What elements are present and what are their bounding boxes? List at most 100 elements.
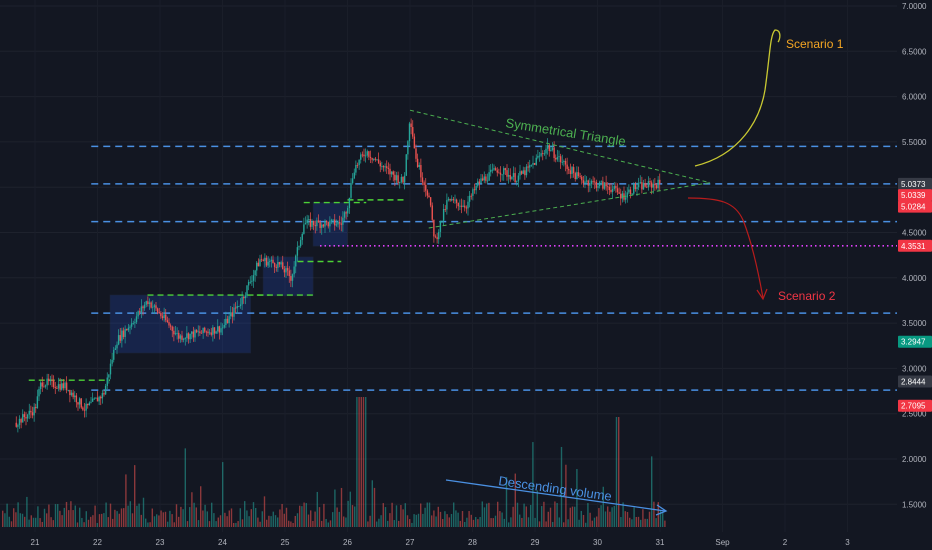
- volume-bar: [556, 503, 558, 527]
- volume-bar: [28, 519, 30, 527]
- candle-body: [122, 330, 125, 337]
- volume-bar: [450, 513, 453, 527]
- candle-body: [477, 181, 479, 186]
- candle-body: [449, 198, 451, 201]
- candle-body: [126, 329, 128, 331]
- candle-body: [309, 219, 312, 227]
- volume-bar: [376, 521, 378, 527]
- candle-body: [210, 332, 212, 335]
- volume-bar: [114, 509, 116, 527]
- candle-body: [83, 409, 86, 411]
- candle-body: [62, 383, 65, 389]
- volume-bar: [607, 506, 609, 527]
- candle-body: [202, 327, 204, 334]
- volume-bar: [646, 518, 648, 527]
- volume-bar: [505, 477, 508, 527]
- volume-bar: [26, 496, 28, 527]
- volume-bar: [395, 505, 398, 527]
- volume-trend-arrowhead: [655, 504, 668, 516]
- volume-bar: [523, 503, 525, 527]
- candle-body: [519, 171, 521, 176]
- volume-bar: [50, 517, 52, 527]
- candle-body: [584, 181, 586, 184]
- price-badge-label: 5.0284: [901, 203, 926, 212]
- volume-bar: [587, 503, 589, 527]
- volume-bar: [103, 513, 105, 527]
- candle-body: [340, 223, 342, 225]
- candle-body: [353, 172, 355, 179]
- candle-body: [273, 262, 276, 267]
- volume-bar: [217, 517, 219, 527]
- scenario-1-label: Scenario 1: [786, 37, 844, 51]
- candle-body: [490, 169, 492, 173]
- candle-body: [532, 162, 534, 165]
- volume-bar: [230, 508, 233, 527]
- candle-body: [17, 425, 19, 427]
- candle-body: [30, 410, 32, 413]
- candle-body: [444, 208, 446, 210]
- candle-body: [231, 312, 234, 317]
- volume-bar: [598, 508, 600, 527]
- candle-body: [410, 123, 412, 128]
- candle-body: [28, 410, 30, 415]
- y-tick-label: 2.5000: [902, 410, 927, 419]
- price-badge: [898, 177, 932, 190]
- volume-bar: [2, 510, 4, 527]
- candle-body: [540, 153, 542, 156]
- candle-body: [207, 331, 209, 334]
- candle-body: [361, 154, 364, 156]
- candle-body: [657, 179, 659, 189]
- price-axis[interactable]: [897, 0, 932, 550]
- candle-body: [121, 330, 123, 341]
- candle-body: [360, 154, 362, 160]
- volume-bar: [358, 397, 360, 527]
- candle-body: [522, 170, 524, 174]
- volume-bar: [85, 511, 87, 527]
- volume-bar: [444, 511, 446, 527]
- candle-body: [244, 295, 247, 299]
- volume-bar: [305, 503, 307, 527]
- volume-bar: [490, 518, 492, 527]
- candle-body: [568, 168, 570, 171]
- volume-bar: [470, 514, 472, 527]
- volume-bar: [402, 509, 404, 527]
- volume-bar: [180, 506, 182, 527]
- volume-bar: [195, 507, 197, 527]
- candle-body: [418, 165, 420, 167]
- volume-bar: [565, 464, 567, 527]
- candle-body: [407, 141, 409, 155]
- candle-body: [299, 240, 302, 247]
- candle-body: [514, 173, 516, 183]
- candle-body: [634, 184, 637, 190]
- volume-bar: [488, 502, 490, 527]
- volume-bar: [356, 397, 358, 527]
- candle-body: [236, 306, 238, 309]
- volume-bar: [327, 522, 329, 527]
- candle-body: [158, 312, 160, 314]
- candle-body: [113, 349, 115, 360]
- time-axis[interactable]: 21 22 23 24 25 26 27 28 29 30 31 Sep 2 3: [31, 538, 851, 547]
- candle-body: [25, 417, 27, 419]
- candle-body: [587, 180, 589, 186]
- candle-body: [480, 178, 482, 184]
- volume-bar: [571, 506, 574, 527]
- candle-body: [434, 236, 437, 238]
- candle-body: [93, 398, 95, 400]
- volume-bar: [554, 501, 556, 527]
- candle-body: [69, 389, 71, 396]
- volume-bar: [52, 520, 54, 527]
- candle-body: [649, 181, 651, 183]
- candle-body: [402, 176, 404, 183]
- candle-body: [379, 162, 381, 167]
- volume-bar: [651, 456, 653, 527]
- volume-bar: [274, 515, 277, 527]
- candle-body: [143, 304, 146, 309]
- candle-body: [438, 231, 440, 240]
- candle-body: [428, 195, 430, 198]
- volume-bar: [266, 519, 268, 527]
- candle-body: [439, 220, 442, 232]
- candle-body: [364, 155, 367, 157]
- volume-bar: [208, 521, 211, 527]
